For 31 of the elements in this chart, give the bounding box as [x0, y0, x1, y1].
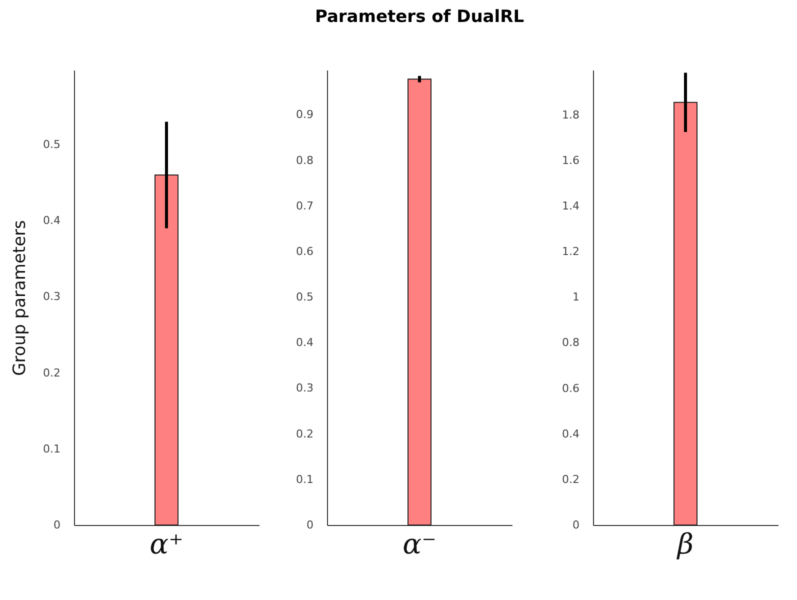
y-tick-label: 0.1 — [296, 472, 314, 486]
y-tick-label: 0 — [306, 518, 314, 532]
y-tick-label: 0 — [572, 518, 580, 532]
x-tick-label: α⁻ — [402, 528, 436, 560]
y-tick-label: 1.8 — [562, 108, 580, 122]
y-tick-label: 0.8 — [562, 336, 580, 350]
y-tick-label: 1.2 — [562, 245, 580, 258]
y-tick-label: 0.2 — [43, 366, 60, 380]
y-tick-label: 0.3 — [296, 382, 314, 395]
y-tick-label: 0.9 — [296, 108, 314, 122]
y-tick-label: 0.6 — [562, 382, 580, 395]
y-tick-label: 0.5 — [296, 290, 314, 304]
y-tick-label: 0.4 — [296, 336, 314, 350]
y-axis-title: Group parameters — [10, 220, 30, 376]
y-tick-label: 0.3 — [43, 290, 60, 304]
y-tick-label: 0.6 — [296, 244, 314, 258]
x-tick-label: β — [676, 528, 694, 560]
y-tick-label: 0.4 — [43, 214, 60, 228]
y-tick-label: 0.8 — [296, 154, 314, 167]
y-tick-label: 0.2 — [562, 472, 580, 486]
chart-title: Parameters of DualRL — [314, 7, 524, 27]
y-tick-label: 0.7 — [296, 199, 314, 212]
y-tick-label: 0.5 — [43, 138, 60, 152]
y-tick-label: 0 — [54, 518, 60, 532]
y-tick-label: 0.4 — [562, 427, 580, 440]
y-tick-label: 0.2 — [296, 427, 314, 440]
y-tick-label: 0.1 — [43, 442, 60, 456]
y-tick-label: 1.6 — [562, 154, 580, 167]
y-tick-label: 1 — [572, 290, 580, 304]
x-tick-label: α⁺ — [150, 528, 184, 560]
y-tick-label: 1.4 — [562, 200, 580, 213]
